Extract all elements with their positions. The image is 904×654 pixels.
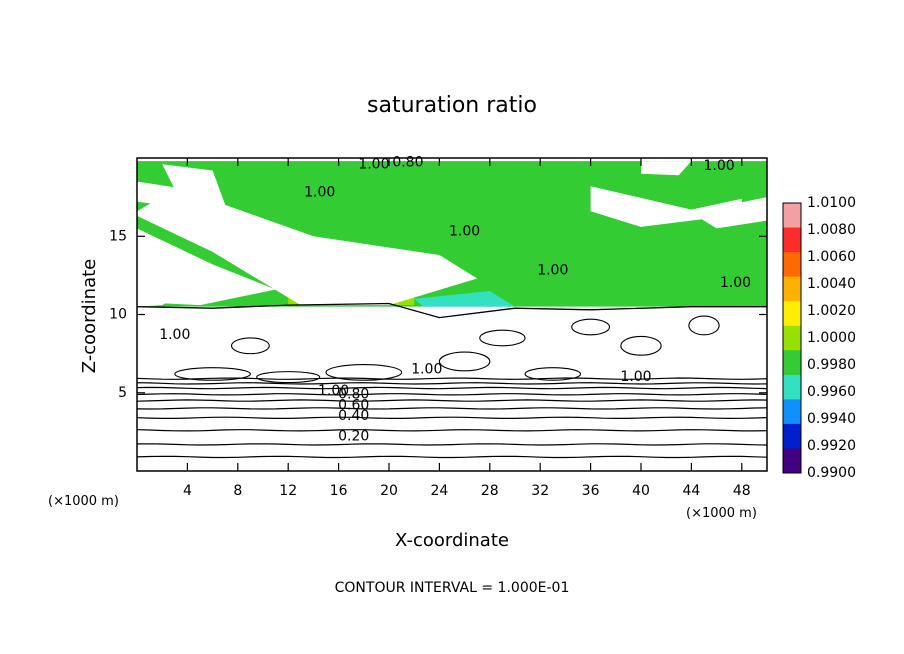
contour-label-4: 1.00 [537,263,568,279]
x-tick-label-8: 8 [233,483,242,499]
y-tick-label-5: 5 [118,385,127,401]
contour-loop-0 [174,367,251,381]
colorbar-swatch-7 [783,374,801,400]
contour-line-2 [137,429,767,432]
x-tick-label-12: 12 [279,483,297,499]
colorbar-swatch-4 [783,301,801,327]
contour-label-2: 1.00 [304,184,335,200]
colorbar-label-3: 1.0040 [807,276,856,292]
colorbar-label-1: 1.0080 [807,222,856,238]
y-tick-label-10: 10 [109,307,127,323]
contour-loop-7 [230,337,270,355]
colorbar-label-9: 0.9920 [807,438,856,454]
contour-label-3: 1.00 [449,224,480,240]
colorbar-swatch-10 [783,448,801,474]
contour-label-14: 0.20 [338,429,369,445]
contour-boundary [137,302,767,319]
contour-loop-4 [524,367,582,381]
x-units-right: (×1000 m) [686,506,757,521]
contour-lines [137,302,767,459]
contour-loop-6 [688,315,720,336]
x-tick-label-16: 16 [330,483,348,499]
contour-label-8: 1.00 [411,361,442,377]
contour-label-12: 0.60 [338,397,369,413]
colorbar-swatch-6 [783,350,801,376]
region-7 [137,164,478,306]
colorbar-label-6: 0.9980 [807,357,856,373]
colorbar-label-2: 1.0060 [807,249,856,265]
colorbar-label-0: 1.0100 [807,195,856,211]
contour-interval-note: CONTOUR INTERVAL = 1.000E-01 [335,580,570,596]
x-axis: 4 8 12 16 20 24 28 32 36 40 44 48 [183,158,751,499]
x-tick-label-28: 28 [481,483,499,499]
x-tick-label-44: 44 [682,483,700,499]
contour-line-9 [137,377,767,380]
x-tick-label-40: 40 [632,483,650,499]
contour-label-0: 1.00 [358,156,389,172]
colorbar-swatch-0 [783,203,801,228]
colorbar-swatch-3 [783,276,801,302]
contour-loop-8 [479,329,526,347]
region-11 [691,197,767,229]
x-axis-title: X-coordinate [395,530,509,551]
colorbar-label-4: 1.0020 [807,303,856,319]
x-tick-label-32: 32 [531,483,549,499]
contour-label-1: 0.80 [392,155,423,171]
colorbar-swatch-2 [783,252,801,278]
x-tick-label-48: 48 [733,483,751,499]
contour-line-5 [137,399,767,402]
contour-line-0 [137,455,767,459]
colorbar: 1.0100 1.0080 1.0060 1.0040 1.0020 1.0000 0.99… [782,195,856,481]
contour-line-8 [137,382,767,385]
contour-label-13: 0.40 [338,408,369,424]
contour-labels: 1.00 0.801.001.001.001.001.001.001.00 1.00… [159,155,751,445]
contour-loop-1 [256,371,321,384]
chart-title: saturation ratio [367,93,537,118]
contour-loop-5 [620,335,662,356]
x-units-left: (×1000 m) [48,494,119,509]
x-tick-label-20: 20 [380,483,398,499]
colorbar-label-7: 0.9960 [807,384,856,400]
contour-label-5: 1.00 [704,158,735,174]
colorbar-swatch-1 [783,227,801,253]
contour-line-3 [137,416,767,420]
contour-loop-2 [325,364,403,381]
contour-loop-9 [571,318,611,336]
colorbar-frame [782,202,802,474]
colorbar-label-5: 1.0000 [807,330,856,346]
colorbar-swatch-8 [783,399,801,425]
colorbar-label-8: 0.9940 [807,411,856,427]
contour-loop-3 [438,351,491,372]
x-tick-label-4: 4 [183,483,192,499]
region-12 [137,291,188,307]
contour-label-9: 1.00 [620,369,651,385]
contour-line-7 [137,386,767,390]
colorbar-label-10: 0.9900 [807,465,856,481]
region-10 [641,161,692,176]
contour-line-6 [137,393,767,396]
y-axis-title: Z-coordinate [79,259,100,374]
contour-label-7: 1.00 [159,327,190,343]
colorbar-swatch-9 [783,423,801,449]
x-tick-label-36: 36 [582,483,600,499]
x-tick-label-24: 24 [430,483,448,499]
contour-label-11: 0.80 [338,386,369,402]
contour-label-6: 1.00 [720,275,751,291]
contour-label-10: 1.00 [318,383,349,399]
contour-line-4 [137,407,767,410]
y-tick-label-15: 15 [109,228,127,244]
contour-line-1 [137,443,767,446]
colorbar-swatch-5 [783,325,801,351]
y-axis: 5 10 15 [109,228,767,401]
